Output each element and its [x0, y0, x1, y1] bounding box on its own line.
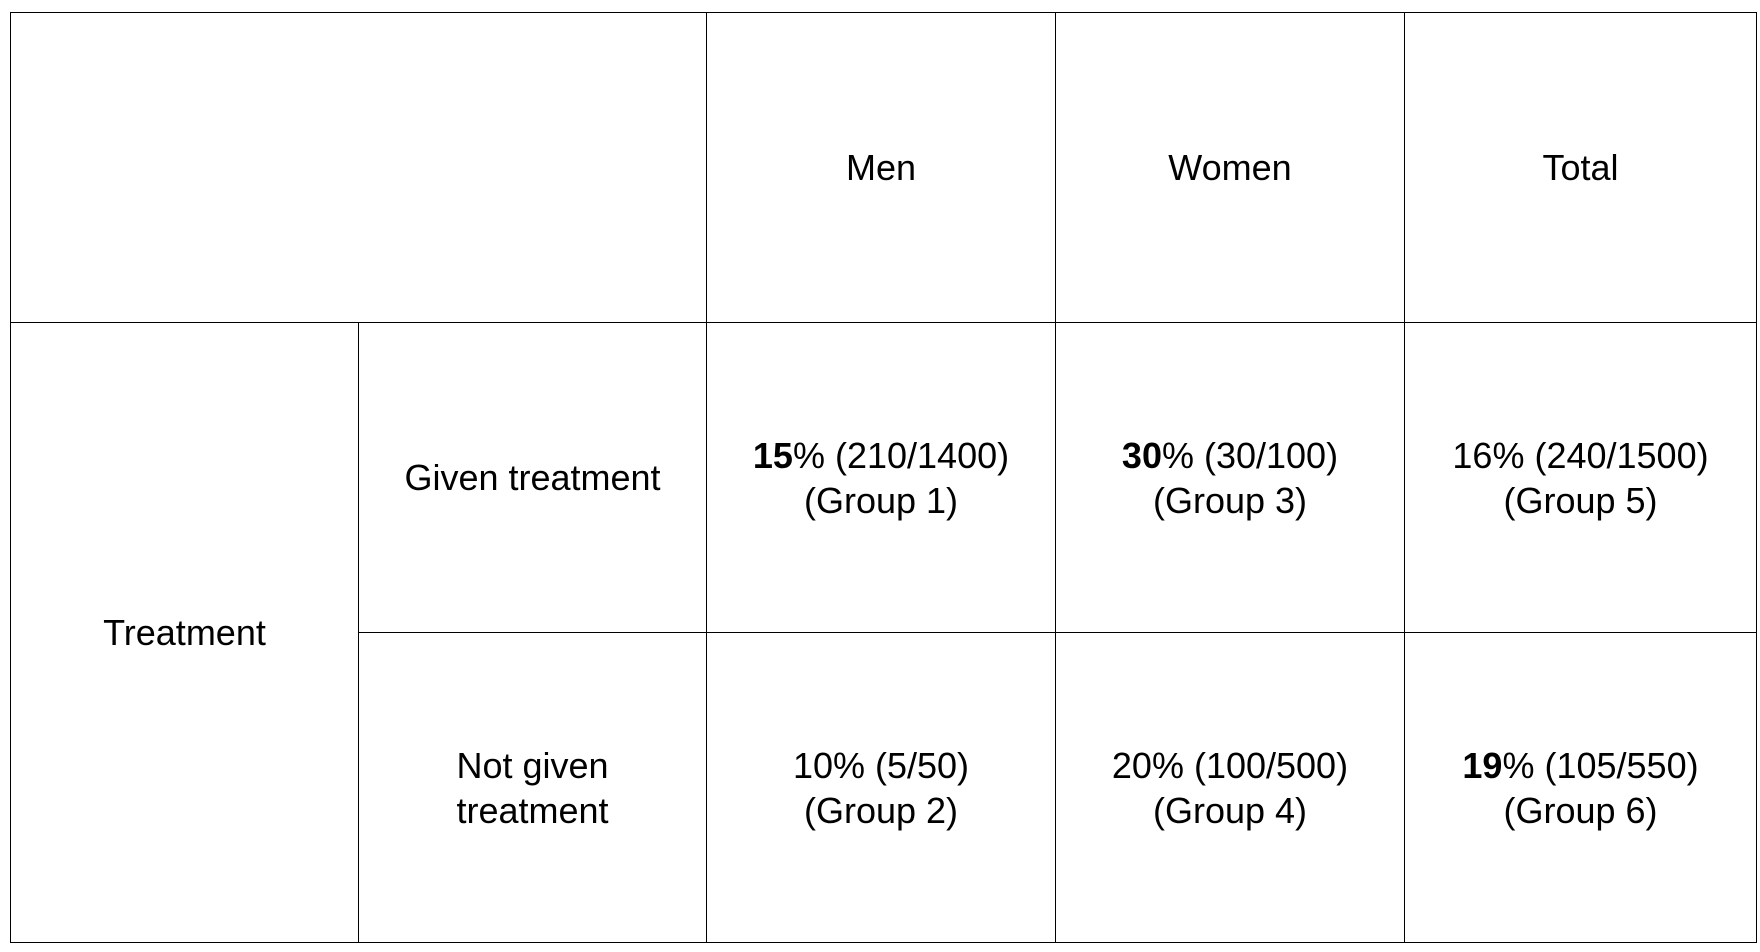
header-women: Women: [1055, 12, 1405, 323]
cell-women-not-given: 20% (100/500) (Group 4): [1055, 632, 1405, 943]
cell-value: 20% (100/500): [1062, 743, 1398, 788]
value-text: 10% (5/50): [792, 744, 970, 786]
highlight-value: 15: [752, 434, 793, 476]
header-row: Men Women Total: [10, 12, 1757, 323]
row-label-line: Not given: [456, 744, 609, 786]
value-text: 16% (240/1500): [1452, 434, 1709, 476]
cell-men-given: 15% (210/1400) (Group 1): [706, 322, 1056, 633]
group-label: (Group 3): [1152, 479, 1308, 521]
cell-value: 19% (105/550): [1411, 743, 1750, 788]
value-text: % (30/100): [1161, 434, 1339, 476]
value-text: % (105/550): [1502, 744, 1699, 786]
group-label: (Group 5): [1503, 479, 1658, 521]
cell-total-given: 16% (240/1500) (Group 5): [1404, 322, 1757, 633]
row-label-not-given-treatment: Not given treatment: [358, 632, 707, 943]
row-label-given-treatment: Given treatment: [358, 322, 707, 633]
cell-value: 16% (240/1500): [1411, 433, 1750, 478]
not-given-treatment-row: Not given treatment 10% (5/50) (Group 2)…: [11, 632, 1757, 943]
given-treatment-row: Treatment Given treatment 15% (210/1400)…: [10, 322, 1757, 943]
header-men: Men: [706, 12, 1056, 323]
cell-value: 15% (210/1400): [713, 433, 1049, 478]
group-label: (Group 4): [1152, 789, 1308, 831]
group-label: (Group 2): [803, 789, 959, 831]
treatment-group-label: Treatment: [10, 322, 359, 943]
header-total: Total: [1404, 12, 1757, 323]
highlight-value: 19: [1462, 744, 1503, 786]
cell-men-not-given: 10% (5/50) (Group 2): [706, 632, 1056, 943]
row-label-line: Given treatment: [404, 457, 661, 498]
group-label: (Group 6): [1503, 789, 1658, 831]
value-text: 20% (100/500): [1111, 744, 1349, 786]
value-text: % (210/1400): [792, 434, 1010, 476]
highlight-value: 30: [1121, 434, 1162, 476]
group-label: (Group 1): [803, 479, 959, 521]
cell-women-given: 30% (30/100) (Group 3): [1055, 322, 1405, 633]
cell-value: 30% (30/100): [1062, 433, 1398, 478]
cell-total-not-given: 19% (105/550) (Group 6): [1404, 632, 1757, 943]
row-label-line: treatment: [456, 789, 609, 831]
cell-value: 10% (5/50): [713, 743, 1049, 788]
treatment-table: Men Women Total Treatment Given treatmen…: [10, 12, 1757, 943]
empty-corner-cell: [10, 12, 707, 323]
